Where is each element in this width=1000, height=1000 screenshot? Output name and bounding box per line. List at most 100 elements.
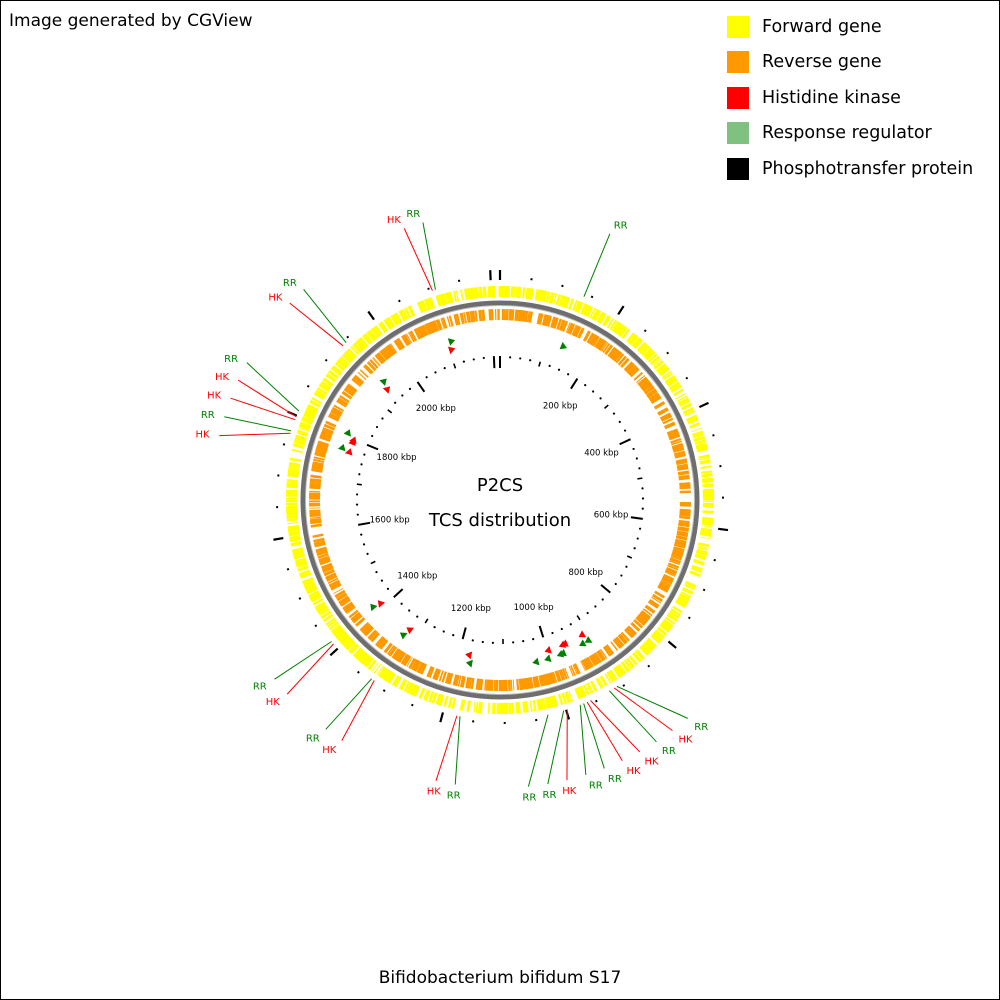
forward-gene: [538, 289, 543, 302]
scale-dot: [594, 605, 597, 608]
reverse-gene: [674, 455, 686, 459]
forward-gene: [352, 647, 362, 657]
forward-gene: [678, 398, 690, 407]
reverse-gene: [574, 663, 581, 674]
forward-gene: [691, 427, 702, 433]
reverse-gene: [594, 337, 603, 349]
scale-tick: [370, 560, 376, 565]
reverse-gene: [637, 376, 648, 386]
scale-dot: [355, 503, 359, 506]
forward-gene: [390, 314, 399, 326]
forward-gene: [388, 673, 396, 684]
callout-label: HK: [207, 391, 222, 402]
forward-gene: [314, 601, 325, 608]
reverse-gene: [676, 531, 689, 537]
hk-marker: [349, 436, 357, 444]
reverse-gene: [615, 636, 625, 647]
reverse-gene: [542, 314, 547, 326]
reverse-gene: [383, 642, 392, 653]
reverse-gene: [614, 638, 623, 648]
forward-gene: [448, 291, 454, 303]
forward-gene: [695, 553, 707, 559]
forward-gene: [447, 696, 453, 709]
forward-gene: [382, 669, 390, 680]
forward-gene: [685, 580, 697, 587]
forward-gene: [646, 351, 656, 361]
reverse-gene: [648, 392, 660, 401]
forward-gene: [683, 408, 695, 415]
forward-gene: [459, 699, 463, 711]
forward-gene: [664, 617, 675, 625]
reverse-gene: [309, 482, 321, 485]
forward-gene: [613, 322, 622, 334]
scale-dot: [584, 384, 587, 387]
forward-gene: [286, 509, 298, 511]
forward-gene: [326, 373, 337, 381]
reverse-gene: [327, 577, 339, 585]
forward-gene: [419, 300, 426, 312]
reverse-gene: [651, 396, 662, 405]
forward-gene: [292, 443, 305, 449]
forward-gene: [342, 637, 352, 646]
forward-gene: [356, 650, 365, 660]
outer-tick-ring: [273, 270, 729, 724]
reverse-gene: [538, 675, 544, 687]
callout-line: [586, 701, 623, 762]
callout-label: HK: [268, 292, 283, 303]
forward-gene: [616, 324, 625, 335]
reverse-gene: [669, 557, 681, 564]
forward-gene: [346, 348, 357, 359]
reverse-gene: [431, 320, 438, 333]
reverse-gene: [453, 314, 458, 326]
forward-gene: [308, 591, 320, 599]
reverse-gene: [657, 585, 669, 593]
reverse-gene: [675, 538, 687, 543]
reverse-gene: [309, 515, 321, 518]
callout-line: [613, 687, 673, 732]
forward-gene: [288, 463, 300, 467]
reverse-gene: [597, 649, 606, 661]
reverse-gene: [538, 313, 544, 325]
forward-gene: [316, 387, 328, 395]
forward-gene: [286, 510, 298, 515]
reverse-gene: [516, 679, 520, 691]
reverse-gene: [384, 346, 393, 357]
scale-dot: [482, 356, 485, 360]
forward-gene: [702, 510, 714, 514]
callout-label: RR: [608, 774, 622, 785]
outer-tick: [398, 299, 401, 303]
forward-gene: [643, 348, 653, 358]
forward-gene: [312, 597, 324, 606]
forward-gene: [298, 427, 310, 433]
reverse-gene: [607, 346, 617, 358]
forward-gene: [289, 535, 301, 540]
forward-gene: [406, 682, 414, 694]
forward-gene: [301, 418, 313, 424]
scale-dot: [557, 368, 561, 371]
reverse-gene: [592, 336, 600, 347]
forward-gene: [289, 457, 302, 463]
reverse-gene: [417, 327, 424, 338]
forward-gene: [625, 657, 635, 668]
forward-gene: [318, 384, 330, 393]
forward-gene: [632, 338, 642, 349]
forward-gene: [331, 367, 341, 376]
forward-gene: [286, 514, 298, 518]
forward-gene: [304, 582, 316, 590]
reverse-gene: [667, 564, 679, 570]
reverse-gene: [584, 658, 592, 669]
scale-dot: [360, 463, 363, 466]
forward-gene: [587, 682, 594, 694]
forward-gene: [322, 377, 334, 387]
outer-tick: [647, 664, 651, 668]
forward-gene: [408, 305, 416, 317]
forward-gene: [580, 303, 587, 315]
hk-marker: [448, 346, 456, 355]
reverse-gene: [618, 633, 628, 644]
forward-gene: [679, 400, 691, 407]
reverse-gene: [604, 344, 614, 356]
rr-marker: [532, 657, 540, 666]
scale-dot: [381, 417, 384, 420]
forward-gene: [560, 295, 566, 307]
forward-gene: [640, 345, 650, 355]
